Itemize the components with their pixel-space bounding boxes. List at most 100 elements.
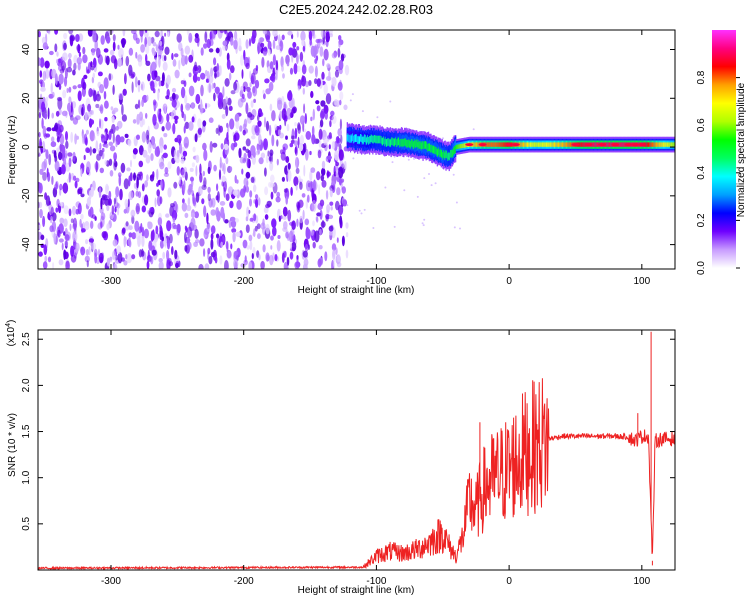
- noise-speckle: [312, 126, 315, 136]
- noise-speckle: [197, 38, 200, 47]
- noise-speckle: [162, 72, 165, 83]
- noise-speckle: [39, 132, 41, 138]
- noise-speckle: [246, 245, 250, 249]
- noise-speckle: [251, 35, 255, 44]
- noise-speckle: [85, 112, 88, 122]
- noise-speckle: [287, 210, 291, 222]
- noise-speckle: [473, 128, 475, 130]
- noise-speckle: [109, 257, 112, 261]
- colorbar: 0.00.20.40.60.8 Normalized spectral ampl…: [696, 30, 747, 275]
- noise-speckle: [122, 114, 127, 121]
- noise-speckle: [183, 151, 187, 157]
- noise-speckle: [216, 183, 218, 191]
- noise-speckle: [172, 100, 177, 108]
- noise-speckle: [67, 179, 69, 183]
- noise-speckle: [233, 82, 237, 91]
- noise-speckle: [287, 62, 290, 66]
- noise-speckle: [220, 201, 226, 206]
- noise-speckle: [240, 55, 244, 66]
- noise-speckle: [288, 163, 291, 170]
- noise-speckle: [118, 93, 123, 100]
- noise-speckle: [82, 189, 84, 194]
- noise-speckle: [181, 80, 185, 84]
- noise-speckle: [326, 93, 331, 104]
- noise-speckle: [265, 214, 269, 220]
- noise-speckle: [326, 76, 331, 81]
- noise-speckle: [191, 213, 195, 218]
- noise-speckle: [216, 48, 220, 54]
- noise-speckle: [58, 151, 62, 160]
- noise-speckle: [311, 230, 314, 236]
- noise-speckle: [296, 219, 298, 227]
- noise-speckle: [210, 141, 213, 153]
- noise-speckle: [176, 157, 180, 164]
- noise-speckle: [159, 225, 162, 231]
- noise-speckle: [75, 181, 78, 189]
- noise-speckle: [258, 197, 261, 206]
- noise-speckle: [112, 85, 114, 95]
- noise-speckle: [163, 144, 167, 149]
- noise-speckle: [300, 52, 303, 62]
- noise-speckle: [40, 94, 42, 101]
- noise-speckle: [226, 157, 229, 164]
- noise-speckle: [99, 187, 102, 198]
- noise-speckle: [207, 187, 210, 193]
- noise-speckle: [219, 255, 222, 264]
- noise-speckle: [346, 250, 349, 259]
- noise-speckle: [97, 131, 100, 136]
- noise-speckle: [247, 158, 250, 168]
- noise-speckle: [312, 220, 315, 226]
- noise-speckle: [423, 224, 425, 226]
- noise-speckle: [361, 212, 363, 214]
- noise-speckle: [141, 99, 144, 107]
- noise-speckle: [105, 55, 107, 63]
- noise-speckle: [174, 53, 179, 57]
- noise-speckle: [327, 156, 332, 160]
- noise-speckle: [111, 106, 114, 110]
- noise-speckle: [207, 83, 212, 93]
- noise-speckle: [150, 80, 154, 91]
- noise-speckle: [86, 130, 89, 135]
- noise-speckle: [306, 131, 312, 140]
- noise-speckle: [337, 262, 342, 268]
- noise-speckle: [312, 28, 315, 36]
- noise-speckle: [288, 170, 292, 182]
- noise-speckle: [71, 255, 77, 263]
- noise-speckle: [248, 261, 252, 271]
- noise-speckle: [104, 160, 107, 166]
- noise-speckle: [243, 82, 248, 90]
- noise-speckle: [317, 78, 321, 87]
- noise-speckle: [303, 46, 305, 52]
- noise-speckle: [113, 239, 118, 246]
- noise-speckle: [203, 205, 206, 217]
- noise-speckle: [105, 144, 109, 149]
- noise-speckle: [253, 68, 258, 75]
- noise-speckle: [303, 210, 305, 220]
- noise-speckle: [257, 42, 261, 53]
- noise-speckle: [233, 134, 236, 142]
- noise-speckle: [141, 236, 144, 247]
- noise-speckle: [77, 44, 80, 54]
- noise-speckle: [48, 257, 51, 263]
- noise-speckle: [198, 128, 202, 135]
- noise-speckle: [255, 194, 258, 199]
- noise-speckle: [206, 224, 210, 233]
- noise-speckle: [258, 134, 262, 145]
- noise-speckle: [90, 119, 94, 125]
- noise-speckle: [215, 207, 219, 218]
- noise-speckle: [55, 161, 60, 172]
- noise-speckle: [64, 77, 67, 87]
- noise-speckle: [102, 231, 107, 238]
- noise-speckle: [163, 133, 167, 137]
- noise-speckle: [271, 192, 274, 200]
- noise-speckle: [54, 43, 57, 52]
- noise-speckle: [169, 261, 173, 266]
- noise-speckle: [138, 191, 141, 198]
- noise-speckle: [283, 207, 288, 217]
- noise-speckle: [310, 167, 315, 173]
- noise-speckle: [115, 186, 119, 197]
- noise-speckle: [315, 100, 319, 104]
- noise-speckle: [162, 126, 165, 131]
- noise-speckle: [213, 93, 216, 102]
- noise-speckle: [297, 66, 301, 72]
